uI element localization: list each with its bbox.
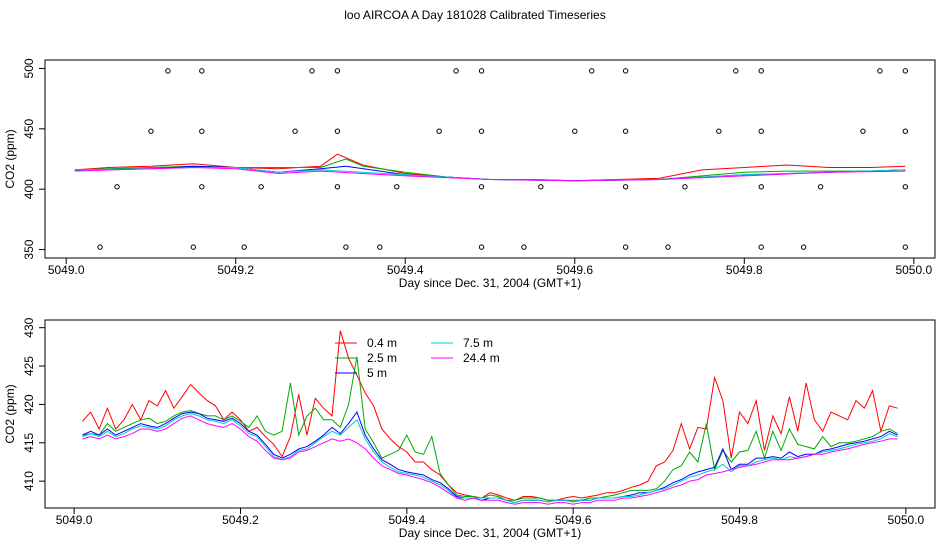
data-point	[334, 68, 341, 74]
data-point	[478, 244, 485, 250]
series-line-2	[82, 411, 898, 504]
x-tick-label: 5049.6	[556, 263, 593, 277]
series-line-1	[74, 158, 906, 182]
data-point	[877, 68, 883, 74]
data-point	[114, 184, 120, 190]
data-point	[758, 244, 764, 250]
data-point	[758, 128, 764, 134]
data-point	[817, 184, 824, 190]
data-point	[572, 128, 578, 134]
x-tick-label: 5049.8	[726, 263, 763, 277]
data-point	[241, 244, 247, 250]
bottom-panel: 5049.0 5049.2 5049.4 5049.6 5049.8 5050.0 410 4…	[3, 317, 936, 540]
x-tick-label: 5049.0	[48, 263, 85, 277]
y-tick-label: 400	[22, 179, 36, 199]
data-point	[622, 244, 629, 250]
data-point	[622, 128, 629, 134]
plot-frame	[44, 59, 936, 259]
y-tick-label: 430	[22, 317, 36, 337]
series-line-0	[82, 330, 898, 501]
data-point	[478, 68, 485, 74]
data-point	[148, 128, 154, 134]
legend: 0.4 m2.5 m5 m 7.5 m24.4 m	[335, 336, 500, 380]
data-point	[902, 68, 909, 74]
x-tick-label: 5049.2	[217, 263, 254, 277]
data-point	[199, 68, 205, 74]
data-point	[682, 184, 688, 190]
data-point	[521, 244, 527, 250]
data-point	[436, 128, 442, 134]
x-tick-label: 5049.4	[387, 263, 424, 277]
data-point	[190, 244, 197, 250]
x-axis-label: Day since Dec. 31, 2004 (GMT+1)	[399, 276, 581, 290]
data-point	[665, 244, 671, 250]
x-axis-label: Day since Dec. 31, 2004 (GMT+1)	[399, 526, 581, 540]
data-point	[199, 128, 205, 134]
data-point	[758, 68, 764, 74]
x-tick-label: 5049.2	[222, 513, 259, 527]
plot-frame	[44, 319, 936, 509]
y-tick-label: 415	[22, 432, 36, 452]
data-point	[902, 244, 909, 250]
data-point	[478, 128, 485, 134]
legend-label: 2.5 m	[367, 351, 397, 365]
data-point	[622, 184, 629, 190]
x-tick-label: 5049.8	[721, 513, 758, 527]
figure-title: loo AIRCOA A Day 181028 Calibrated Times…	[344, 8, 605, 22]
data-point	[292, 128, 298, 134]
legend-label: 5 m	[367, 366, 387, 380]
x-tick-label: 5050.0	[895, 263, 932, 277]
x-tick-label: 5049.4	[388, 513, 425, 527]
data-point	[343, 244, 349, 250]
x-tick-label: 5049.6	[555, 513, 592, 527]
data-point	[589, 68, 595, 74]
series-line-3	[82, 413, 898, 504]
data-point	[334, 128, 341, 134]
series-line-4	[82, 415, 898, 505]
top-panel: 5049.0 5049.2 5049.4 5049.6 5049.8 5050.0 350 4…	[3, 58, 936, 290]
data-point	[758, 184, 764, 190]
data-point	[538, 184, 544, 190]
data-point	[453, 68, 459, 74]
y-tick-label: 500	[22, 58, 36, 78]
data-point	[377, 244, 383, 250]
legend-label: 7.5 m	[463, 336, 493, 350]
data-point	[860, 128, 866, 134]
data-point	[478, 184, 485, 190]
data-point	[733, 68, 739, 74]
data-point	[199, 184, 205, 190]
y-tick-label: 425	[22, 356, 36, 376]
y-axis-label: CO2 (ppm)	[3, 129, 17, 188]
series-line-4	[74, 166, 906, 182]
data-point	[394, 184, 400, 190]
data-point	[800, 244, 807, 250]
data-point	[165, 68, 171, 74]
data-point	[716, 128, 722, 134]
data-point	[902, 128, 909, 134]
x-tick-label: 5050.0	[888, 513, 925, 527]
y-tick-label: 350	[22, 239, 36, 259]
y-axis-label: CO2 (ppm)	[3, 384, 17, 443]
x-tick-label: 5049.0	[56, 513, 93, 527]
y-tick-label: 420	[22, 394, 36, 414]
data-point	[97, 244, 103, 250]
data-point	[622, 68, 629, 74]
data-point	[258, 184, 264, 190]
legend-label: 24.4 m	[463, 351, 500, 365]
series-line-1	[82, 356, 898, 501]
data-point	[309, 68, 315, 74]
data-point	[902, 184, 909, 190]
y-tick-label: 450	[22, 118, 36, 138]
data-point	[334, 184, 341, 190]
legend-label: 0.4 m	[367, 336, 397, 350]
y-tick-label: 410	[22, 471, 36, 491]
